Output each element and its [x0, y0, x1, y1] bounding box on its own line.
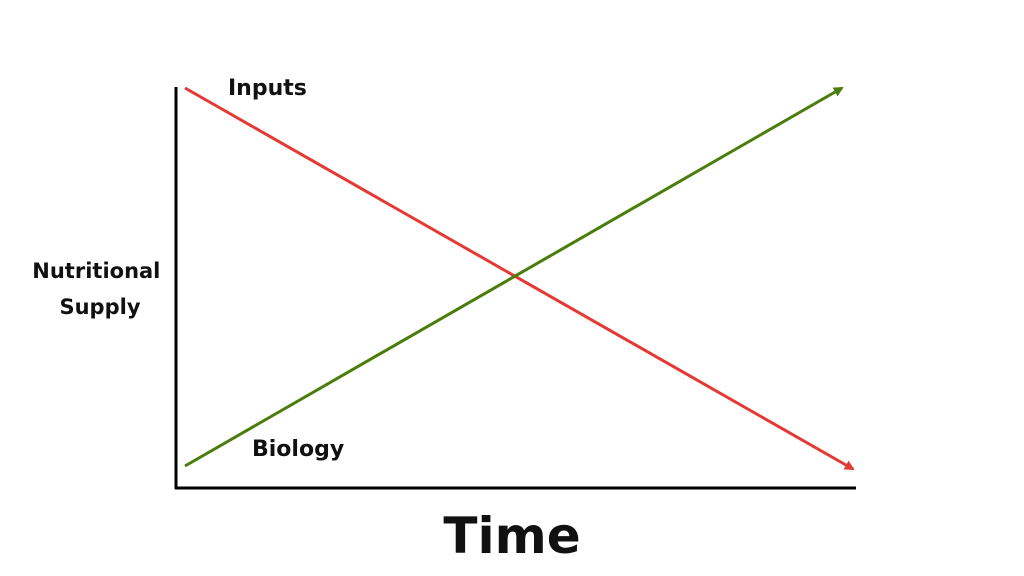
- series-line-inputs: [184, 86, 855, 471]
- y-axis-label: Nutritional Supply: [32, 259, 167, 319]
- series-label-inputs: Inputs: [228, 76, 307, 101]
- y-axis-label-line-1: Nutritional: [32, 259, 160, 283]
- x-axis-label: Time: [443, 507, 580, 565]
- series-line-biology: [184, 86, 844, 468]
- axes: [174, 87, 856, 490]
- y-axis-label-line-2: Supply: [59, 295, 140, 319]
- series-label-biology: Biology: [252, 437, 344, 462]
- series-layer: Inputs Biology: [184, 76, 855, 471]
